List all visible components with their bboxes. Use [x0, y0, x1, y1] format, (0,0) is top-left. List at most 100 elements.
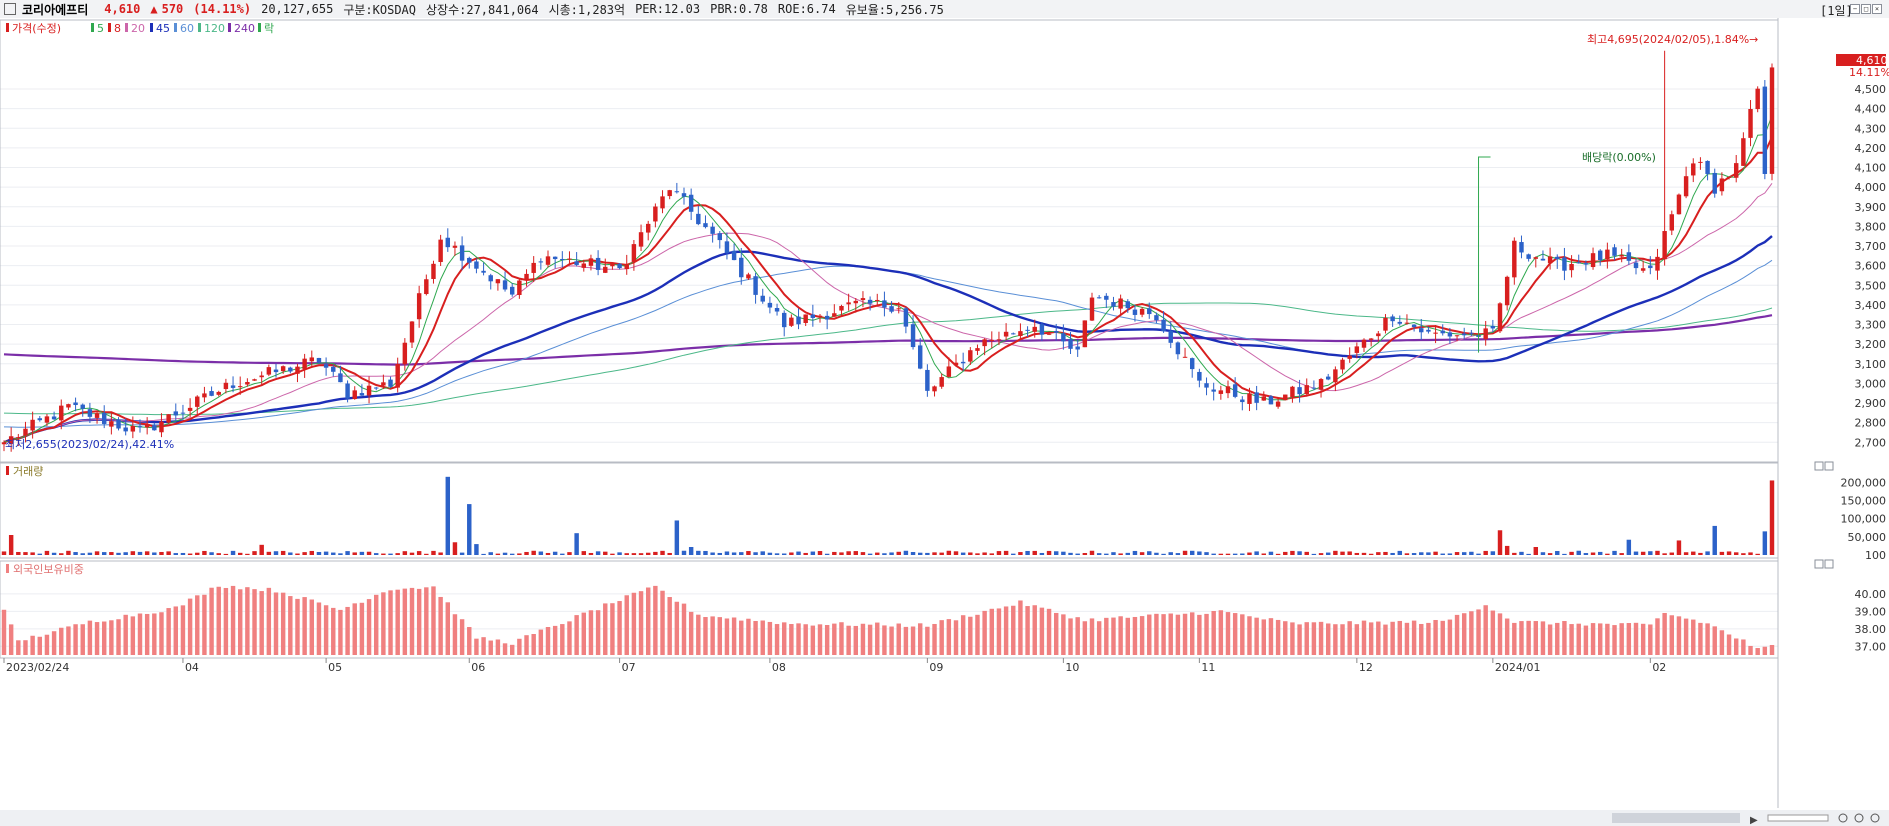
candle	[1726, 176, 1732, 180]
candle	[1490, 319, 1496, 333]
candle	[896, 302, 901, 314]
foreign-ratio-bar	[352, 603, 357, 655]
volume-bar	[595, 551, 601, 555]
candle-body	[989, 340, 995, 342]
candle-body	[116, 419, 121, 429]
x-tick-label: 04	[185, 661, 199, 674]
minimize-icon[interactable]: −	[1850, 4, 1860, 14]
foreign-ratio-bar	[1204, 613, 1209, 655]
foreign-ratio-bar	[1225, 612, 1231, 655]
candle	[1311, 380, 1317, 391]
candle	[789, 314, 794, 328]
candle	[252, 378, 257, 381]
foreign-close-icon[interactable]	[1824, 559, 1834, 569]
volume-bar	[1655, 550, 1660, 555]
candle	[509, 283, 515, 297]
candle-body	[889, 306, 894, 312]
stock-chart[interactable]: 2,700 2,800 2,900 3,000 3,100 3,200 3,300 3,400…	[0, 18, 1889, 826]
candle-body	[767, 302, 773, 308]
candle	[1733, 155, 1739, 183]
volume-bar	[509, 553, 515, 555]
foreign-ratio-bar	[1662, 612, 1667, 655]
candle	[488, 273, 493, 290]
foreign-ratio-bar	[760, 620, 765, 655]
foreign-ratio-bar	[424, 587, 429, 655]
close-icon[interactable]: ×	[1872, 4, 1882, 14]
volume-bar	[395, 553, 400, 555]
foreign-maximize-icon[interactable]	[1814, 559, 1824, 569]
foreign-ratio-bar	[1504, 618, 1510, 655]
zoom-reset-icon[interactable]	[1870, 813, 1880, 823]
candle-body	[152, 425, 157, 431]
volume-bar	[295, 553, 300, 555]
candle	[1383, 314, 1388, 334]
window-icon[interactable]	[4, 3, 16, 15]
candle	[237, 376, 243, 395]
candle	[1032, 319, 1037, 338]
candle	[1240, 396, 1245, 411]
zoom-out-icon[interactable]	[1838, 813, 1848, 823]
foreign-tick-label: 38.00	[1855, 623, 1887, 636]
volume-bar	[867, 553, 873, 555]
foreign-ratio-bar	[1440, 620, 1445, 655]
volume-bar	[817, 551, 823, 555]
candle	[474, 258, 479, 274]
candle	[266, 364, 272, 377]
volume-bar	[373, 553, 379, 555]
candle	[581, 259, 587, 272]
candle	[345, 380, 350, 403]
volume-bar	[245, 553, 250, 555]
volume-bar	[1569, 551, 1574, 555]
candle	[917, 338, 923, 370]
candle	[173, 403, 179, 422]
foreign-ratio-bar	[1018, 600, 1023, 655]
dividend-marker-line	[1478, 156, 1491, 353]
legend-ma5: 5	[97, 22, 104, 35]
candle-body	[1325, 376, 1331, 380]
volume-bar	[87, 552, 93, 555]
scroll-right-icon[interactable]: ▶	[1750, 815, 1758, 826]
volume-bar	[1182, 550, 1188, 555]
zoom-in-icon[interactable]	[1854, 813, 1864, 823]
foreign-ratio-bar	[789, 624, 794, 655]
maximize-icon[interactable]: □	[1861, 4, 1871, 14]
foreign-ratio-bar	[338, 609, 343, 655]
candle	[1340, 357, 1345, 374]
volume-maximize-icon[interactable]	[1814, 461, 1824, 471]
candle-body	[817, 315, 823, 317]
foreign-ratio-bar	[860, 623, 866, 655]
candle-body	[1139, 308, 1145, 315]
candle-body	[710, 226, 715, 234]
zoom-slider[interactable]	[1767, 814, 1829, 822]
price-tick-label: 3,000	[1855, 377, 1887, 390]
scroll-thumb[interactable]	[1612, 813, 1740, 823]
candle-body	[1089, 297, 1095, 321]
candle-body	[474, 261, 479, 269]
candle	[531, 256, 536, 283]
candle-body	[30, 419, 35, 431]
scroll-bar[interactable]: ▶	[0, 810, 1889, 826]
candle-body	[445, 237, 451, 248]
period-selector[interactable]: [1일]	[1820, 4, 1853, 18]
foreign-ratio-bar	[932, 623, 937, 655]
candle-body	[1504, 276, 1510, 306]
candle	[202, 386, 207, 403]
volume-close-icon[interactable]	[1824, 461, 1834, 471]
foreign-ratio-bar	[216, 586, 221, 655]
candle	[1612, 244, 1617, 261]
candle	[1519, 235, 1524, 259]
foreign-ratio-bar	[1562, 621, 1567, 655]
foreign-ratio-bar	[1490, 610, 1496, 655]
candle-body	[1411, 324, 1417, 328]
candle-body	[538, 261, 544, 263]
volume-bar	[1290, 550, 1295, 555]
candle-body	[187, 407, 193, 411]
candle	[87, 402, 93, 423]
volume-bar	[1504, 545, 1510, 555]
volume-bar	[166, 551, 171, 555]
candle-body	[1082, 320, 1088, 348]
scroll-track[interactable]	[0, 810, 1889, 826]
volume-bar	[1669, 552, 1675, 555]
candle-body	[567, 258, 572, 260]
volume-legend: 거래량	[6, 465, 43, 478]
